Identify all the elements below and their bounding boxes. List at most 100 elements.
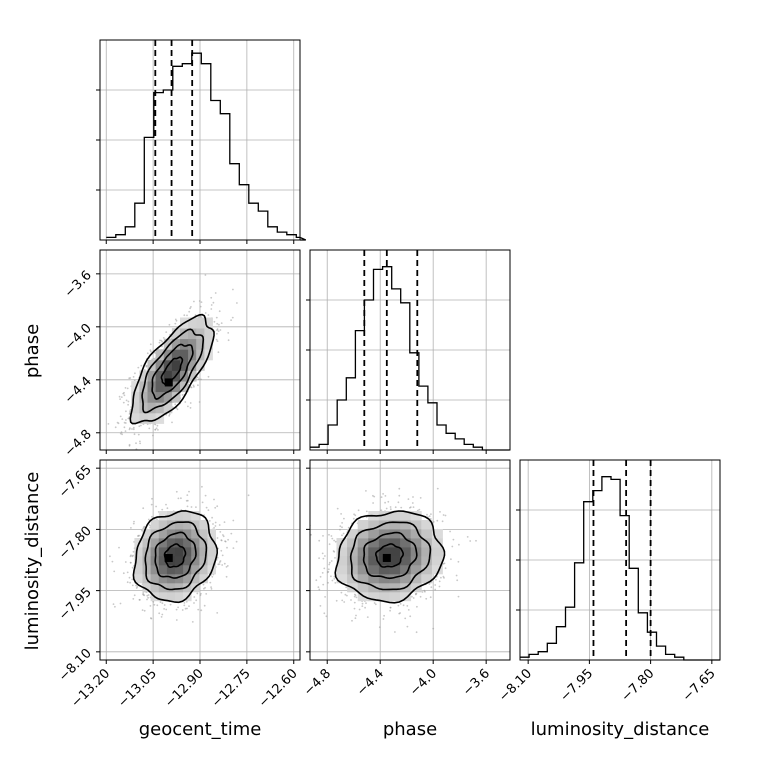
sample-point	[439, 511, 441, 513]
density-cell	[175, 511, 184, 521]
sample-point	[121, 418, 124, 420]
density-cell	[400, 520, 412, 530]
sample-point	[205, 593, 208, 595]
sample-point	[123, 391, 125, 394]
sample-point	[440, 576, 442, 579]
density-cell	[196, 359, 205, 371]
sample-point	[189, 307, 192, 310]
sample-point	[423, 589, 426, 592]
sample-point	[365, 510, 368, 513]
sample-point	[365, 490, 367, 492]
density-cell	[389, 564, 401, 575]
sample-point	[327, 570, 330, 573]
density-cell	[191, 538, 200, 548]
sample-point	[195, 506, 197, 508]
sample-point	[198, 401, 201, 403]
density-cell	[150, 564, 160, 575]
sample-point	[225, 566, 228, 568]
sample-point	[217, 330, 220, 332]
sample-point	[175, 619, 178, 621]
density-cell	[191, 564, 200, 575]
sample-point	[171, 421, 173, 424]
sample-point	[227, 332, 230, 334]
sample-point	[214, 521, 217, 524]
sample-point	[322, 535, 324, 537]
density-cell	[368, 573, 380, 584]
density-cell	[431, 564, 443, 575]
peak-marker	[164, 553, 173, 562]
sample-point	[114, 426, 117, 429]
density-cell	[180, 359, 189, 371]
density-cell	[150, 520, 160, 530]
sample-point	[441, 520, 444, 523]
sample-point	[151, 358, 154, 361]
y-tick-label-luminosity_distance: −7.80	[56, 524, 95, 563]
sample-point	[307, 556, 309, 558]
sample-point	[218, 323, 220, 326]
sample-point	[415, 631, 418, 634]
density-cell	[410, 529, 422, 539]
sample-point	[220, 549, 223, 552]
sample-point	[212, 523, 214, 525]
sample-point	[200, 378, 202, 381]
sample-point	[216, 537, 219, 539]
sample-point	[123, 426, 126, 429]
sample-point	[318, 539, 321, 542]
y-axis-label-phase: phase	[22, 324, 43, 378]
x-tick-label-luminosity_distance: −7.95	[557, 666, 596, 705]
sample-point	[411, 502, 414, 504]
sample-point	[188, 310, 191, 313]
density-cell	[347, 529, 359, 539]
sample-point	[197, 378, 200, 381]
sample-point	[226, 546, 228, 549]
sample-point	[135, 442, 137, 445]
joint-panel-geocent_time-luminosity_distance	[96, 459, 301, 664]
density-cell	[150, 538, 160, 548]
sample-point	[319, 575, 322, 578]
sample-point	[366, 616, 369, 618]
contour-level-0	[374, 543, 405, 568]
sample-point	[357, 509, 360, 512]
sample-point	[324, 555, 326, 557]
density-cell	[183, 573, 192, 584]
sample-point	[155, 505, 158, 508]
sample-point	[203, 604, 206, 607]
x-tick-label-luminosity_distance: −7.80	[619, 666, 658, 705]
density-cell	[389, 529, 401, 539]
sample-point	[457, 595, 460, 598]
density-cell	[166, 546, 176, 557]
sample-point	[399, 603, 402, 605]
sample-point	[406, 605, 409, 607]
density-cell	[421, 546, 433, 557]
sample-point	[208, 520, 211, 522]
sample-point	[188, 490, 190, 493]
sample-point	[186, 499, 189, 502]
sample-point	[334, 582, 337, 584]
sample-point	[232, 547, 235, 549]
sample-point	[125, 410, 127, 413]
density-cell	[175, 546, 184, 557]
sample-point	[350, 599, 352, 601]
sample-point	[199, 315, 202, 318]
density-cell	[155, 370, 165, 382]
sample-point	[212, 301, 215, 304]
x-tick-label-phase: −3.6	[460, 666, 493, 699]
density-cell	[175, 529, 184, 539]
sample-point	[177, 606, 180, 609]
density-cell	[188, 338, 197, 350]
sample-point	[174, 403, 177, 406]
sample-point	[327, 568, 330, 571]
x-axis-label-phase: phase	[383, 719, 437, 740]
sample-point	[325, 615, 328, 618]
sample-point	[112, 603, 115, 605]
density-cell	[410, 511, 422, 521]
sample-point	[321, 552, 324, 555]
sample-point	[188, 381, 191, 383]
density-cell	[357, 564, 369, 575]
density-cell	[389, 591, 401, 602]
sample-point	[344, 593, 347, 596]
sample-point	[153, 603, 156, 606]
sample-point	[434, 588, 437, 591]
sample-point	[215, 338, 218, 341]
sample-point	[411, 595, 413, 598]
